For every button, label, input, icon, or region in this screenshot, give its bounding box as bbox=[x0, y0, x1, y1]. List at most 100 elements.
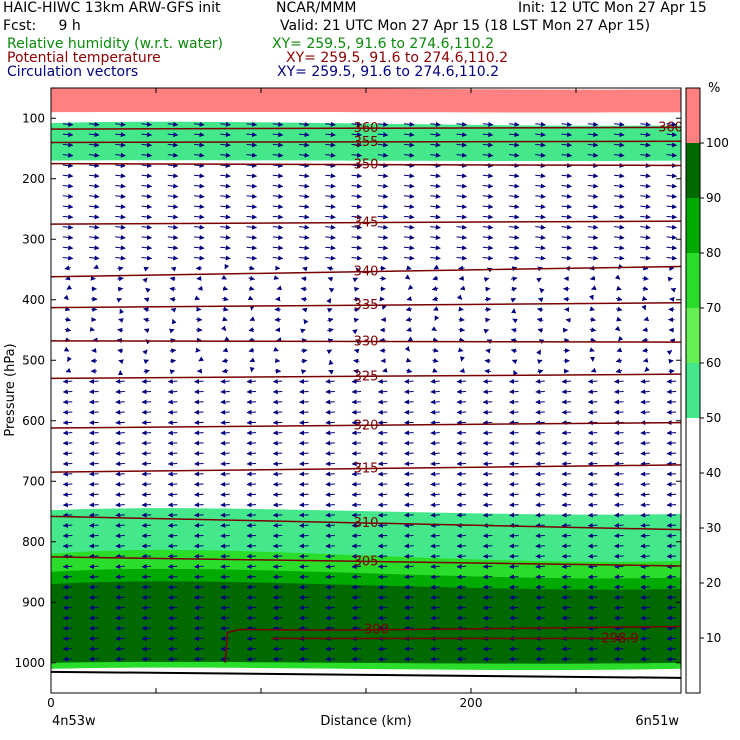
wind-vector bbox=[167, 492, 178, 498]
wind-vector bbox=[328, 287, 335, 293]
wind-vector bbox=[377, 461, 388, 467]
wind-vector bbox=[89, 553, 99, 559]
wind-vector bbox=[482, 173, 494, 179]
wind-vector bbox=[351, 399, 362, 405]
wind-vector bbox=[587, 430, 598, 436]
wind-vector bbox=[377, 183, 389, 189]
wind-vector bbox=[62, 625, 73, 631]
wind-vector bbox=[220, 564, 230, 570]
wind-vector bbox=[141, 605, 152, 611]
wind-vector bbox=[89, 142, 100, 148]
wind-vector bbox=[535, 430, 545, 436]
wind-vector bbox=[561, 430, 572, 436]
wind-vector bbox=[614, 224, 625, 230]
wind-vector bbox=[640, 574, 650, 580]
wind-vector bbox=[404, 543, 414, 549]
wind-vector bbox=[353, 368, 360, 374]
wind-vector bbox=[432, 347, 439, 353]
wind-vector bbox=[194, 636, 204, 642]
theta-contour bbox=[224, 625, 681, 663]
wind-vector bbox=[640, 594, 650, 600]
wind-vector bbox=[167, 512, 178, 518]
wind-vector bbox=[89, 183, 100, 189]
wind-vector bbox=[194, 193, 205, 199]
wind-vector bbox=[115, 553, 125, 559]
wind-vector bbox=[561, 615, 572, 621]
wind-vector bbox=[561, 564, 572, 570]
wind-vector bbox=[141, 492, 152, 498]
wind-vector bbox=[327, 276, 334, 282]
wind-vector bbox=[404, 399, 414, 405]
wind-vector bbox=[615, 368, 623, 374]
wind-vector bbox=[456, 564, 467, 570]
wind-vector bbox=[62, 121, 74, 127]
wind-vector bbox=[89, 152, 100, 158]
wind-vector bbox=[167, 183, 179, 189]
wind-vector bbox=[640, 481, 650, 487]
wind-vector bbox=[377, 625, 388, 631]
wind-vector bbox=[509, 440, 519, 446]
wind-vector bbox=[194, 245, 205, 251]
wind-vector bbox=[587, 409, 598, 415]
wind-vector bbox=[666, 409, 677, 415]
wind-vector bbox=[509, 512, 519, 518]
wind-vector bbox=[194, 255, 205, 261]
wind-vector bbox=[482, 193, 494, 199]
wind-vector bbox=[433, 264, 440, 270]
wind-vector bbox=[246, 543, 257, 549]
wind-vector bbox=[115, 615, 125, 621]
wind-vector bbox=[62, 152, 74, 158]
theta-label: 355 bbox=[354, 135, 379, 150]
wind-vector bbox=[614, 512, 624, 518]
wind-vector bbox=[509, 234, 520, 240]
wind-vector bbox=[535, 440, 545, 446]
wind-vector bbox=[272, 378, 283, 384]
wind-vector bbox=[299, 193, 310, 199]
wind-vector bbox=[141, 450, 152, 456]
wind-vector bbox=[642, 286, 649, 292]
wind-vector bbox=[430, 512, 440, 518]
wind-vector bbox=[220, 533, 230, 539]
wind-vector bbox=[640, 152, 651, 158]
wind-vector bbox=[351, 152, 363, 158]
wind-vector bbox=[456, 245, 468, 251]
wind-vector bbox=[640, 492, 650, 498]
wind-vector bbox=[430, 450, 440, 456]
wind-vector bbox=[642, 357, 649, 363]
wind-vector bbox=[430, 564, 440, 570]
wind-vector bbox=[351, 543, 362, 549]
wind-vector bbox=[246, 533, 257, 539]
wind-vector bbox=[141, 234, 153, 240]
wind-vector bbox=[404, 471, 414, 477]
wind-vector bbox=[62, 378, 73, 384]
wind-vector bbox=[484, 296, 492, 302]
wind-vector bbox=[327, 317, 334, 323]
wind-vector bbox=[220, 430, 230, 436]
wind-vector bbox=[666, 594, 677, 600]
wind-vector bbox=[115, 625, 125, 631]
wind-vector bbox=[404, 274, 411, 280]
wind-vector bbox=[115, 163, 126, 168]
wind-vector bbox=[377, 646, 388, 652]
wind-vector bbox=[404, 121, 415, 127]
wind-vector bbox=[194, 399, 204, 405]
wind-vector bbox=[614, 214, 625, 220]
wind-vector bbox=[301, 276, 307, 282]
wind-vector bbox=[351, 193, 363, 199]
wind-vector bbox=[246, 605, 257, 611]
wind-vector bbox=[89, 533, 99, 539]
wind-vector bbox=[404, 656, 414, 662]
wind-vector bbox=[484, 368, 491, 374]
wind-vector bbox=[351, 564, 362, 570]
wind-vector bbox=[64, 327, 72, 333]
wind-vector bbox=[456, 378, 467, 384]
wind-vector bbox=[62, 173, 74, 179]
wind-vector bbox=[561, 132, 573, 138]
wind-vector bbox=[272, 234, 284, 240]
theta-contour bbox=[51, 464, 681, 473]
wind-vector bbox=[640, 183, 651, 189]
wind-vector bbox=[430, 245, 441, 251]
wind-vector bbox=[141, 553, 152, 559]
wind-vector bbox=[456, 214, 468, 220]
y-tick-label: 800 bbox=[22, 535, 45, 549]
